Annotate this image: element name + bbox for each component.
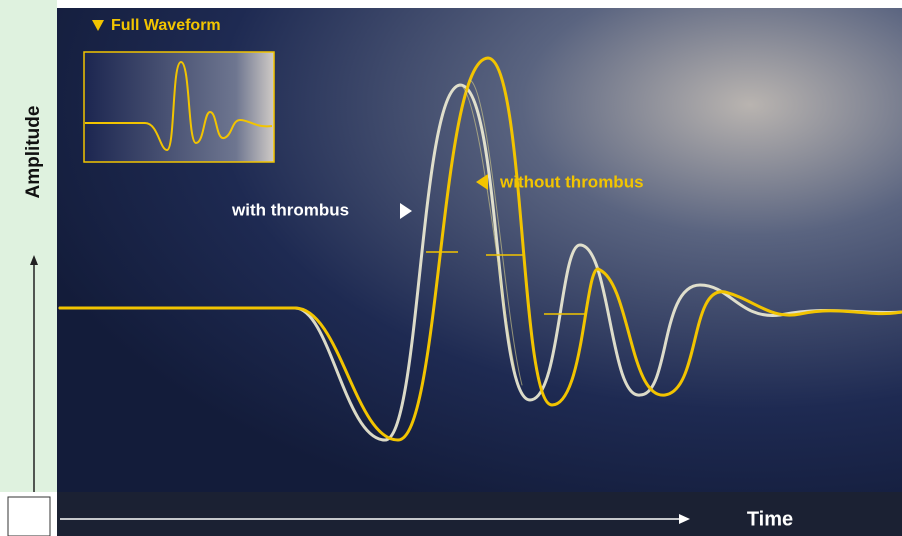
inset-title: Full Waveform bbox=[111, 17, 221, 34]
annotation-without: without thrombus bbox=[499, 172, 644, 191]
annotation-with: with thrombus bbox=[231, 200, 349, 219]
y-arrow-head bbox=[30, 255, 38, 265]
corner bbox=[7, 496, 51, 536]
pointer bbox=[476, 174, 488, 190]
x-arrow-head bbox=[679, 514, 690, 524]
inset-marker bbox=[92, 20, 104, 31]
shift-markers bbox=[426, 251, 586, 315]
y-axis-strip bbox=[0, 0, 57, 492]
pointer bbox=[400, 203, 412, 219]
inset-box bbox=[83, 51, 275, 163]
waveforms bbox=[58, 56, 902, 442]
x-axis-label: Time bbox=[747, 508, 793, 530]
y-axis-label: Amplitude bbox=[23, 106, 44, 199]
inset-waveform bbox=[85, 60, 273, 152]
x-axis-strip bbox=[57, 492, 902, 536]
